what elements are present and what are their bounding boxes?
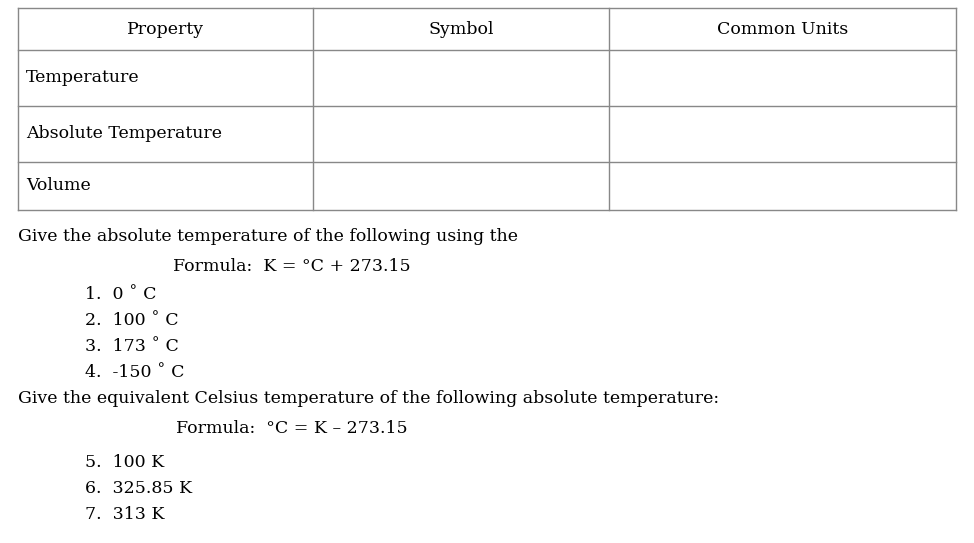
- Text: Formula:  °C = K – 273.15: Formula: °C = K – 273.15: [176, 420, 408, 437]
- Text: Absolute Temperature: Absolute Temperature: [26, 125, 222, 142]
- Text: Give the equivalent Celsius temperature of the following absolute temperature:: Give the equivalent Celsius temperature …: [18, 390, 719, 407]
- Text: Volume: Volume: [26, 178, 91, 194]
- Text: Property: Property: [128, 21, 205, 37]
- Text: Symbol: Symbol: [429, 21, 494, 37]
- Text: Give the absolute temperature of the following using the: Give the absolute temperature of the fol…: [18, 228, 518, 245]
- Text: 6.  325.85 K: 6. 325.85 K: [85, 480, 192, 497]
- Text: 3.  173 ˚ C: 3. 173 ˚ C: [85, 338, 179, 355]
- Text: Temperature: Temperature: [26, 70, 139, 86]
- Text: Formula:  K = °C + 273.15: Formula: K = °C + 273.15: [173, 258, 411, 275]
- Text: Common Units: Common Units: [717, 21, 848, 37]
- Text: 1.  0 ˚ C: 1. 0 ˚ C: [85, 286, 157, 303]
- Text: 5.  100 K: 5. 100 K: [85, 454, 165, 471]
- Text: 2.  100 ˚ C: 2. 100 ˚ C: [85, 312, 178, 329]
- Text: 7.  313 K: 7. 313 K: [85, 506, 165, 523]
- Text: 4.  -150 ˚ C: 4. -150 ˚ C: [85, 364, 184, 381]
